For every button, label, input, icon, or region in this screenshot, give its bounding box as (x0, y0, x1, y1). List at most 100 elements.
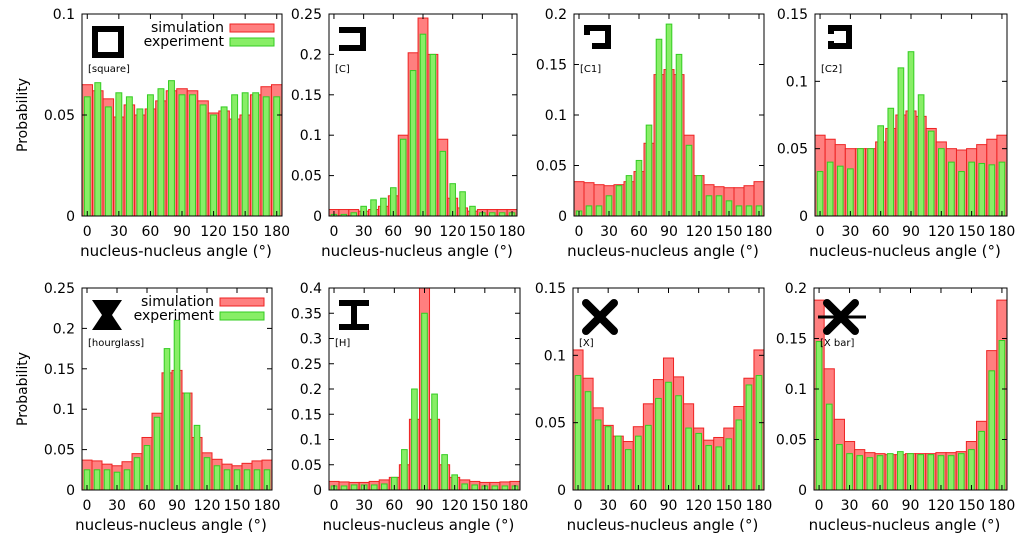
c-shape-icon (339, 27, 366, 51)
experiment-bar (937, 148, 945, 217)
x-tick-label: 60 (142, 224, 160, 240)
experiment-bar (886, 453, 894, 491)
x-tick-label: 60 (629, 498, 647, 514)
experiment-bar (585, 205, 593, 217)
x-tick-label: 120 (685, 498, 712, 514)
x-tick-label: 150 (715, 498, 742, 514)
y-tick-label: 0.15 (777, 7, 808, 23)
experiment-bar (199, 104, 207, 217)
x-tick-label: 90 (416, 498, 434, 514)
shape-label: [X bar] (820, 338, 855, 349)
x-tick-label: 0 (329, 224, 338, 240)
x-tick-label: 90 (414, 224, 432, 240)
y-axis-label: Probability (15, 352, 31, 426)
experiment-bar (665, 381, 672, 491)
x-tick-label: 60 (630, 224, 648, 240)
shape-label: [C] (335, 64, 350, 75)
experiment-bar (614, 435, 622, 491)
chart-panel: 0 30 60 90 120 150 180 0 0.05 0.1 0.15 nucleus-nucl… (535, 281, 773, 534)
x-tick-label: 30 (110, 224, 128, 240)
experiment-bar (685, 427, 692, 491)
experiment-bar (968, 449, 975, 491)
x-tick-label: 180 (746, 224, 773, 240)
shape-label: [H] (335, 338, 350, 349)
y-tick-label: 0.05 (535, 416, 566, 432)
y-tick-label: 0 (558, 209, 567, 225)
experiment-bar (705, 445, 713, 491)
y-tick-label: 0.15 (291, 88, 322, 104)
experiment-bar (115, 92, 123, 217)
x-axis-label: nucleus-nucleus angle (°) (75, 516, 267, 534)
experiment-bar (877, 125, 885, 217)
experiment-bar (846, 453, 853, 491)
experiment-bar (104, 106, 112, 217)
experiment-bar (675, 53, 683, 217)
y-tick-label: 0.2 (300, 47, 322, 63)
experiment-bar (594, 419, 602, 491)
y-tick-label: 0.4 (300, 281, 322, 297)
legend-experiment-label: experiment (144, 34, 225, 50)
y-tick-label: 0.1 (786, 74, 808, 90)
experiment-bar (574, 375, 582, 491)
x-tick-label: 0 (815, 498, 824, 514)
x-tick-label: 60 (872, 224, 890, 240)
x-tick-label: 120 (441, 498, 468, 514)
experiment-bar (595, 205, 603, 217)
x-tick-label: 150 (469, 224, 496, 240)
x-tick-label: 0 (575, 224, 584, 240)
experiment-bar (210, 114, 218, 217)
y-tick-label: 0.1 (545, 108, 567, 124)
experiment-bar (183, 392, 191, 491)
experiment-bar (399, 138, 407, 217)
experiment-bar (735, 419, 743, 491)
y-tick-label: 0.05 (44, 443, 75, 459)
experiment-bar (231, 94, 239, 217)
experiment-bar (745, 384, 753, 491)
y-tick-label: 0.15 (535, 281, 566, 297)
experiment-bar (252, 92, 260, 217)
experiment-bar (501, 485, 509, 491)
experiment-bar (847, 168, 854, 217)
x-axis-label: nucleus-nucleus angle (°) (809, 242, 1001, 260)
experiment-bar (401, 449, 408, 491)
experiment-bar (836, 444, 843, 491)
x-axis-label: nucleus-nucleus angle (°) (567, 242, 759, 260)
experiment-bar (957, 453, 965, 491)
experiment-bar (927, 454, 935, 491)
experiment-bar (705, 195, 713, 217)
x-axis-label: nucleus-nucleus angle (°) (321, 242, 513, 260)
experiment-bar (178, 94, 186, 217)
h-shape-icon (339, 300, 369, 330)
experiment-bar (220, 106, 228, 217)
x-tick-label: 180 (746, 498, 773, 514)
x-tick-label: 30 (841, 498, 859, 514)
legend-experiment-label: experiment (134, 308, 215, 324)
x-tick-label: 0 (330, 498, 339, 514)
experiment-bar (380, 197, 387, 217)
experiment-bar (429, 53, 437, 217)
experiment-bar (133, 457, 141, 491)
y-tick-label: 0.25 (44, 281, 75, 297)
x-tick-label: 120 (200, 224, 227, 240)
y-tick-label: 0.1 (53, 7, 75, 23)
x-axis-label: nucleus-nucleus angle (°) (323, 516, 515, 534)
hourglass-icon (92, 300, 122, 330)
y-tick-label: 0.2 (545, 7, 567, 23)
chart-panel: 0 30 60 90 120 150 180 0 0.05 0.1 0.15 0.2 0.25 nucle… (15, 281, 280, 534)
x-tick-label: 150 (958, 498, 985, 514)
y-tick-label: 0.1 (53, 402, 75, 418)
legend-simulation-label: simulation (151, 20, 224, 36)
experiment-bar (917, 454, 925, 491)
y-tick-label: 0.25 (291, 7, 322, 23)
experiment-bar (380, 483, 388, 491)
x-tick-label: 120 (439, 224, 466, 240)
y-tick-label: 0.2 (300, 382, 322, 398)
experiment-bar (615, 185, 623, 217)
experiment-bar (584, 391, 592, 491)
y-tick-label: 0.05 (291, 458, 322, 474)
experiment-bar (978, 162, 986, 217)
x-tick-label: 180 (502, 498, 529, 514)
experiment-bar (907, 51, 915, 217)
x-tick-label: 150 (471, 498, 498, 514)
experiment-bar (948, 161, 955, 217)
